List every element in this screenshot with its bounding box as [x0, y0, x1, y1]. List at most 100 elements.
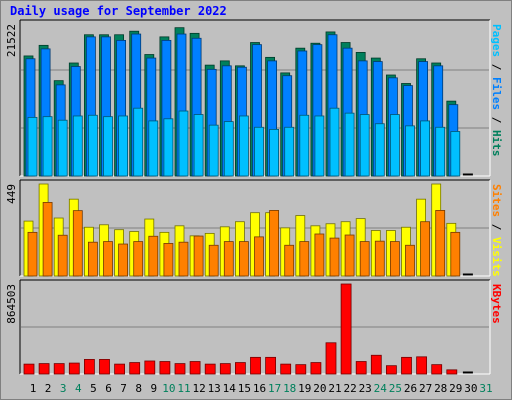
- bar-kbytes-day-21: [325, 342, 337, 375]
- bar-pages-day-7: [118, 115, 128, 177]
- bar-pages-day-9: [148, 120, 159, 177]
- bar-pages-day-23: [359, 114, 370, 177]
- x-tick-day-11: 11: [177, 382, 190, 395]
- x-tick-day-15: 15: [238, 382, 251, 395]
- legend-hits: Hits: [490, 130, 503, 157]
- x-tick-day-27: 27: [419, 382, 432, 395]
- x-tick-day-16: 16: [253, 382, 266, 395]
- bar-pages-day-17: [269, 128, 280, 177]
- bar-kbytes-day-19: [295, 364, 307, 375]
- bar-sites-day-20: [314, 233, 325, 277]
- bar-kbytes-day-17: [265, 356, 277, 375]
- bar-sites-day-19: [299, 241, 310, 277]
- bar-pages-day-14: [223, 121, 234, 177]
- x-tick-day-4: 4: [75, 382, 82, 395]
- x-tick-day-24: 24: [374, 382, 388, 395]
- bar-kbytes-day-23: [355, 361, 367, 375]
- bar-pages-day-25: [389, 114, 400, 177]
- x-tick-day-13: 13: [208, 382, 221, 395]
- bar-kbytes-day-25: [385, 365, 397, 375]
- panel-2-ymax-label: 864503: [5, 284, 18, 324]
- bar-pages-day-8: [133, 107, 144, 177]
- bar-pages-day-28: [435, 126, 446, 177]
- x-tick-day-19: 19: [298, 382, 311, 395]
- bar-pages-day-1: [27, 116, 38, 177]
- bar-pages-day-20: [314, 115, 325, 177]
- bar-pages-day-22: [344, 112, 355, 177]
- bar-kbytes-day-18: [280, 363, 292, 375]
- bar-kbytes-day-14: [219, 363, 231, 375]
- bar-pages-day-4: [72, 115, 83, 177]
- bar-pages-day-19: [299, 114, 310, 177]
- bar-kbytes-day-3: [53, 363, 65, 375]
- bar-sites-day-21: [329, 237, 340, 277]
- bar-sites-day-4: [72, 210, 83, 277]
- bar-sites-day-15: [238, 241, 249, 277]
- bar-pages-day-6: [103, 116, 113, 177]
- x-tick-day-25: 25: [389, 382, 402, 395]
- panel-0-ymax-label: 21522: [5, 24, 18, 57]
- bar-kbytes-day-1: [23, 363, 35, 375]
- legend-pages: Pages: [490, 24, 503, 57]
- bar-kbytes-day-4: [68, 362, 80, 375]
- bar-sites-day-24: [374, 240, 385, 277]
- x-tick-day-18: 18: [283, 382, 296, 395]
- x-tick-day-20: 20: [313, 382, 326, 395]
- x-tick-day-31: 31: [479, 382, 492, 395]
- bar-kbytes-day-10: [159, 361, 171, 375]
- bar-pages-day-29: [450, 131, 461, 177]
- bar-sites-day-17: [269, 210, 280, 277]
- bar-sites-day-5: [88, 241, 98, 277]
- bar-sites-day-12: [193, 235, 204, 277]
- bar-kbytes-day-13: [204, 363, 216, 375]
- bar-kbytes-day-5: [84, 359, 95, 375]
- bar-pages-day-12: [193, 114, 204, 177]
- bar-pages-day-27: [420, 120, 431, 177]
- bar-kbytes-day-27: [416, 356, 428, 375]
- bar-pages-day-2: [42, 116, 53, 177]
- bar-pages-day-10: [163, 118, 174, 177]
- bar-kbytes-day-9: [144, 360, 156, 375]
- panel-0-side-legend: Pages / Files / Hits: [490, 24, 503, 157]
- x-tick-day-8: 8: [135, 382, 142, 395]
- bar-sites-day-16: [254, 236, 264, 277]
- legend-visits: Visits: [490, 237, 503, 277]
- bar-sites-day-18: [284, 244, 295, 277]
- bar-pages-day-11: [178, 110, 189, 177]
- bar-kbytes-day-6: [99, 359, 110, 375]
- bar-kbytes-day-15: [234, 362, 246, 375]
- x-tick-day-23: 23: [359, 382, 372, 395]
- bar-pages-day-18: [284, 126, 295, 177]
- bar-pages-day-26: [405, 125, 415, 177]
- bar-kbytes-day-24: [370, 354, 382, 375]
- bar-sites-day-2: [42, 202, 53, 277]
- bar-sites-day-3: [57, 234, 68, 277]
- bar-sites-day-8: [133, 241, 144, 277]
- bar-sites-day-13: [208, 244, 219, 277]
- bar-sites-day-26: [405, 244, 415, 277]
- bar-kbytes-day-16: [250, 356, 261, 375]
- chart-title: Daily usage for September 2022: [10, 4, 227, 18]
- bar-pages-day-15: [238, 115, 249, 177]
- bar-sites-day-10: [163, 243, 174, 277]
- x-tick-day-28: 28: [434, 382, 447, 395]
- x-tick-day-7: 7: [120, 382, 127, 395]
- legend-files: Files: [490, 77, 503, 110]
- x-tick-day-17: 17: [268, 382, 281, 395]
- bar-kbytes-day-11: [174, 363, 186, 375]
- bar-pages-day-16: [254, 126, 264, 177]
- bar-sites-day-25: [389, 241, 400, 277]
- bar-pages-day-21: [329, 107, 340, 177]
- bar-pages-day-5: [88, 114, 98, 177]
- bar-kbytes-day-26: [401, 356, 412, 375]
- bar-sites-day-6: [103, 241, 113, 277]
- legend-separator: /: [490, 217, 503, 237]
- panel-1-side-legend: Sites / Visits: [490, 184, 503, 277]
- legend-separator: /: [490, 57, 503, 77]
- legend-separator: /: [490, 110, 503, 130]
- x-tick-day-2: 2: [45, 382, 52, 395]
- x-tick-day-3: 3: [60, 382, 67, 395]
- x-tick-day-12: 12: [192, 382, 205, 395]
- bar-sites-day-14: [223, 241, 234, 277]
